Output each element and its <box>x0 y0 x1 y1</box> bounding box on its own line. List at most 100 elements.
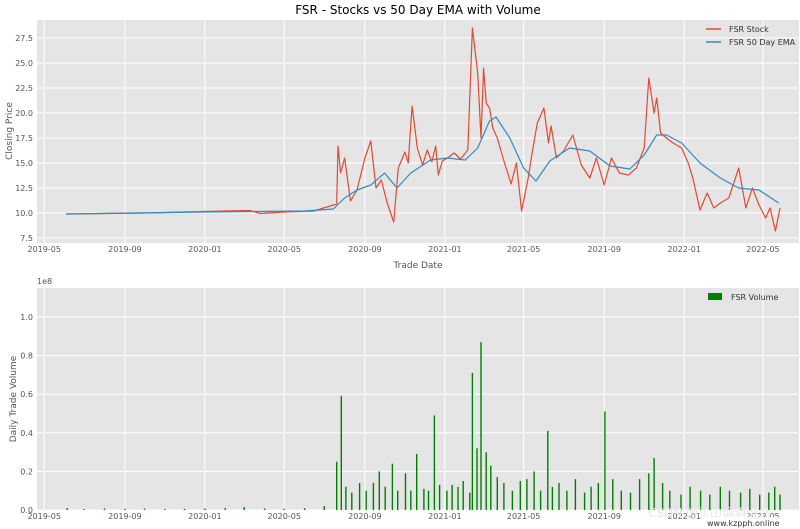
price-panel-x-ticks: 2019-05 2019-09 2020-01 2020-05 2020-09 2021-… <box>27 245 779 254</box>
volume-bar <box>779 494 781 510</box>
price-panel-series <box>65 27 781 232</box>
volume-x-tick-label: 2020-09 <box>348 512 381 521</box>
price-x-tick-label: 2022-01 <box>668 245 701 254</box>
volume-bar <box>759 494 761 510</box>
volume-bar <box>728 490 731 510</box>
volume-bar <box>739 492 742 510</box>
price-y-tick-label: 25.0 <box>15 59 33 68</box>
volume-bar <box>365 490 367 510</box>
volume-bar <box>446 490 448 510</box>
volume-bar <box>303 508 306 510</box>
volume-bar <box>340 396 342 510</box>
stock-price-line <box>65 27 781 232</box>
volume-bar <box>410 490 412 510</box>
volume-bar <box>485 452 487 510</box>
volume-bar <box>749 488 751 510</box>
volume-bar <box>719 486 721 510</box>
volume-bar <box>519 481 521 510</box>
volume-bar <box>480 342 482 510</box>
volume-y-tick-label: 0.2 <box>20 467 33 476</box>
price-legend: FSR Stock FSR 50 Day EMA <box>706 25 796 47</box>
price-x-tick-label: 2020-09 <box>348 245 381 254</box>
volume-bar <box>423 488 425 510</box>
volume-y-tick-label: 0.4 <box>20 429 33 438</box>
volume-bar <box>709 494 711 510</box>
volume-legend: FSR Volume <box>708 293 778 302</box>
volume-bar <box>539 490 542 510</box>
volume-panel-grid <box>37 288 799 511</box>
volume-y-tick-label: 1.0 <box>20 313 33 322</box>
price-y-tick-label: 22.5 <box>15 84 33 93</box>
volume-bar <box>547 430 549 510</box>
volume-bar <box>164 509 166 510</box>
volume-bar <box>204 508 206 510</box>
volume-bar <box>604 411 606 510</box>
price-y-tick-label: 27.5 <box>15 34 33 43</box>
watermark-site: www.kzpph.online <box>707 519 780 528</box>
volume-bar <box>533 471 535 510</box>
price-y-tick-label: 7.5 <box>20 234 33 243</box>
volume-bar <box>490 465 492 510</box>
volume-bar <box>433 415 436 510</box>
volume-x-tick-label: 2021-01 <box>428 512 461 521</box>
volume-bar <box>680 494 682 510</box>
volume-bar <box>496 477 498 510</box>
volume-panel-x-ticks: 2019-05 2019-09 2020-01 2020-05 2020-09 2021-… <box>27 512 779 521</box>
volume-y-tick-label: 0.8 <box>20 352 33 361</box>
price-y-tick-label: 17.5 <box>15 134 33 143</box>
volume-bar <box>372 483 375 510</box>
volume-bar <box>558 483 560 510</box>
volume-bar <box>378 471 380 510</box>
volume-x-tick-label: 2021-09 <box>588 512 621 521</box>
volume-bar <box>597 483 599 510</box>
volume-bar <box>620 490 622 510</box>
volume-bar <box>653 457 655 510</box>
volume-bar <box>669 490 671 510</box>
volume-bar <box>323 506 325 510</box>
volume-y-axis-label: Daily Trade Volume <box>9 355 19 442</box>
price-y-tick-label: 15.0 <box>15 159 33 168</box>
watermark-csdn: CSDN @买山烟酒prss <box>648 506 771 520</box>
volume-bar <box>476 448 478 510</box>
volume-panel-bars <box>66 342 781 510</box>
volume-x-tick-label: 2019-09 <box>108 512 141 521</box>
volume-y-tick-label: 0.6 <box>20 390 33 399</box>
volume-bar <box>351 492 353 510</box>
price-y-axis-label: Closing Price <box>5 102 15 160</box>
volume-bar <box>612 479 614 510</box>
volume-bar <box>629 492 632 510</box>
price-x-tick-label: 2019-05 <box>27 245 60 254</box>
volume-y-tick-label: 0.0 <box>20 506 33 515</box>
volume-panel-background <box>37 288 799 510</box>
volume-bar <box>462 481 464 510</box>
volume-bar <box>103 508 106 510</box>
volume-bar <box>438 484 441 510</box>
volume-bar <box>391 463 394 510</box>
volume-bar <box>471 372 474 510</box>
volume-bar <box>451 484 453 510</box>
legend-label-ema: FSR 50 Day EMA <box>729 38 796 47</box>
legend-swatch-volume <box>708 293 722 300</box>
volume-bar <box>457 486 459 510</box>
volume-bar <box>397 490 399 510</box>
volume-bar <box>511 490 514 510</box>
volume-bar <box>574 479 577 510</box>
volume-bar <box>336 461 338 510</box>
price-x-tick-label: 2019-09 <box>108 245 141 254</box>
ema-line <box>65 116 780 215</box>
volume-offset-label: 1e8 <box>37 277 52 286</box>
volume-x-tick-label: 2020-01 <box>188 512 221 521</box>
volume-bar <box>224 508 226 510</box>
volume-bar <box>384 486 386 510</box>
volume-bar <box>263 508 266 510</box>
volume-bar <box>774 486 776 510</box>
volume-bar <box>768 492 770 510</box>
x-axis-label: Trade Date <box>392 261 442 271</box>
price-x-tick-label: 2021-01 <box>428 245 461 254</box>
volume-bar <box>689 486 691 510</box>
volume-bar <box>699 490 702 510</box>
volume-bar <box>83 509 85 510</box>
legend-label-stock: FSR Stock <box>729 25 769 34</box>
watermark-site-background <box>704 517 798 528</box>
legend-label-volume: FSR Volume <box>731 293 778 302</box>
